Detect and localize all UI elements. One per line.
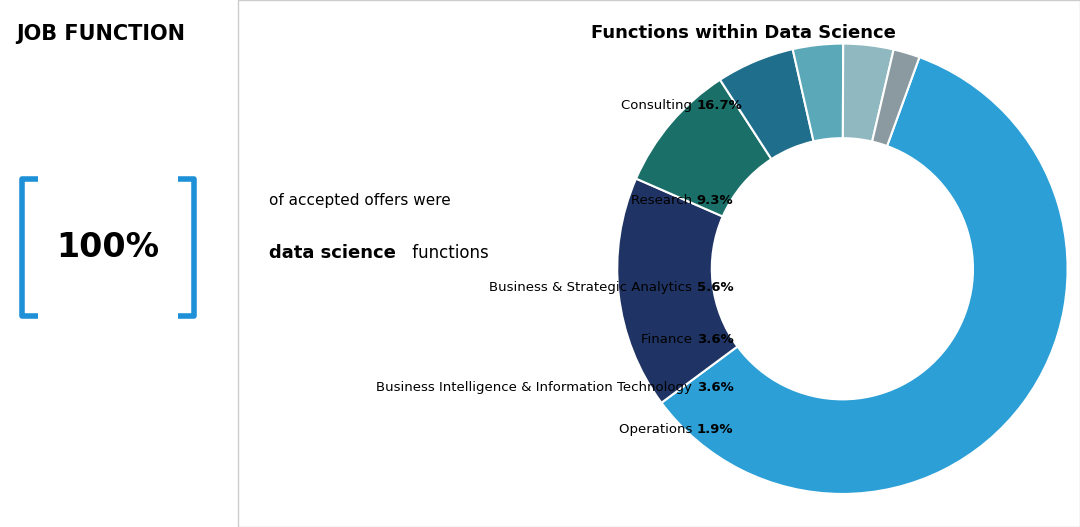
- Wedge shape: [618, 179, 738, 403]
- Wedge shape: [636, 80, 771, 217]
- Text: Business & Strategic Analytics: Business & Strategic Analytics: [489, 281, 697, 294]
- Text: 1.9%: 1.9%: [697, 423, 733, 436]
- Text: Business Intelligence & Information Technology: Business Intelligence & Information Tech…: [377, 381, 697, 394]
- Text: Operations: Operations: [619, 423, 697, 436]
- Text: 16.7%: 16.7%: [697, 99, 742, 112]
- Wedge shape: [720, 49, 813, 159]
- Text: 5.6%: 5.6%: [697, 281, 733, 294]
- Text: Research: Research: [631, 194, 697, 207]
- Text: data science: data science: [269, 244, 395, 262]
- Text: JOB FUNCTION: JOB FUNCTION: [16, 24, 185, 44]
- Text: Consulting: Consulting: [621, 99, 697, 112]
- Wedge shape: [793, 44, 843, 141]
- Wedge shape: [661, 57, 1067, 494]
- Text: 100%: 100%: [56, 231, 160, 264]
- Wedge shape: [842, 44, 893, 142]
- Text: Functions within Data Science: Functions within Data Science: [591, 24, 895, 42]
- Text: 3.6%: 3.6%: [697, 334, 733, 346]
- Text: functions: functions: [406, 244, 488, 262]
- Wedge shape: [873, 50, 919, 146]
- Text: Finance: Finance: [642, 334, 697, 346]
- Text: of accepted offers were: of accepted offers were: [269, 193, 450, 208]
- Text: 9.3%: 9.3%: [697, 194, 733, 207]
- Text: 3.6%: 3.6%: [697, 381, 733, 394]
